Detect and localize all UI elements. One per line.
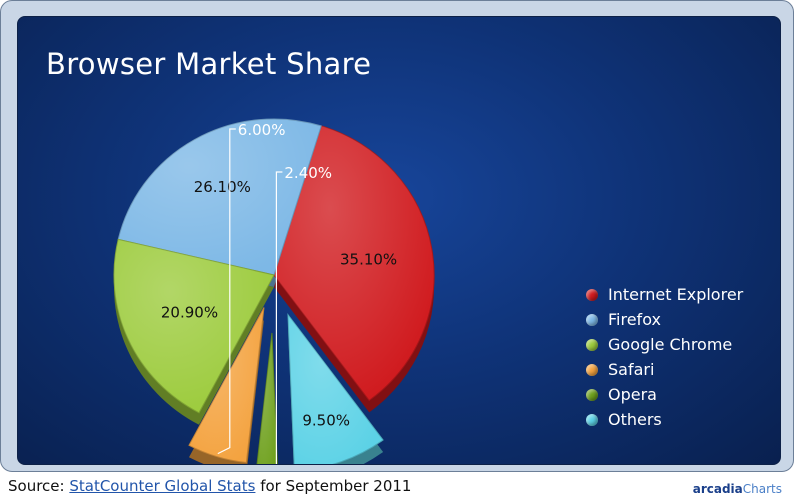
data-label: 26.10% [194, 178, 251, 196]
chart-title: Browser Market Share [46, 47, 372, 81]
source-prefix: Source: [8, 477, 70, 495]
data-label: 6.00% [238, 121, 286, 139]
pie-slice-safari[interactable] [188, 307, 265, 464]
source-link[interactable]: StatCounter Global Stats [69, 477, 256, 495]
legend-label: Opera [608, 385, 657, 404]
leader-line [217, 128, 236, 455]
legend-item: Google Chrome [586, 332, 743, 357]
legend-item: Internet Explorer [586, 282, 743, 307]
legend-item: Safari [586, 357, 743, 382]
data-label: 35.10% [340, 250, 397, 268]
brand-logo: arcadiaCharts [693, 482, 782, 496]
legend-marker-icon [586, 313, 598, 326]
legend-item: Opera [586, 382, 743, 407]
leader-line [275, 171, 283, 464]
data-label: 20.90% [161, 303, 218, 321]
pie-chart: 35.10% 26.10% 20.90% 6.00% 2.40% 9.50% [113, 118, 435, 464]
legend-label: Others [608, 410, 662, 429]
brand-part1: arcadia [692, 482, 743, 496]
legend-label: Safari [608, 360, 655, 379]
brand-part2: Charts [742, 482, 782, 496]
pie-slice-opera[interactable] [254, 332, 278, 464]
source-suffix: for September 2011 [255, 477, 412, 495]
data-label: 9.50% [302, 412, 350, 430]
legend-label: Firefox [608, 310, 661, 329]
data-label: 2.40% [284, 164, 332, 182]
pie-slice-firefox[interactable] [117, 118, 322, 276]
legend-marker-icon [586, 338, 598, 351]
chart-frame: Browser Market Share 35.10% 26.10% 20.90% 6… [0, 0, 794, 472]
legend-marker-icon [586, 288, 598, 301]
source-note: Source: StatCounter Global Stats for Sep… [8, 477, 411, 495]
legend-marker-icon [586, 363, 598, 376]
pie-slice-google-chrome[interactable] [113, 238, 275, 414]
legend-label: Internet Explorer [608, 285, 744, 304]
legend-marker-icon [586, 388, 598, 401]
chart-panel: Browser Market Share 35.10% 26.10% 20.90% 6… [17, 16, 781, 465]
legend-marker-icon [586, 413, 598, 426]
pie-slice-others[interactable] [287, 313, 384, 464]
pie-slice-internet-explorer[interactable] [273, 125, 435, 402]
legend-item: Others [586, 407, 743, 432]
legend-item: Firefox [586, 307, 743, 332]
legend: Internet Explorer Firefox Google Chrome Saf… [586, 282, 743, 432]
legend-label: Google Chrome [608, 335, 733, 354]
